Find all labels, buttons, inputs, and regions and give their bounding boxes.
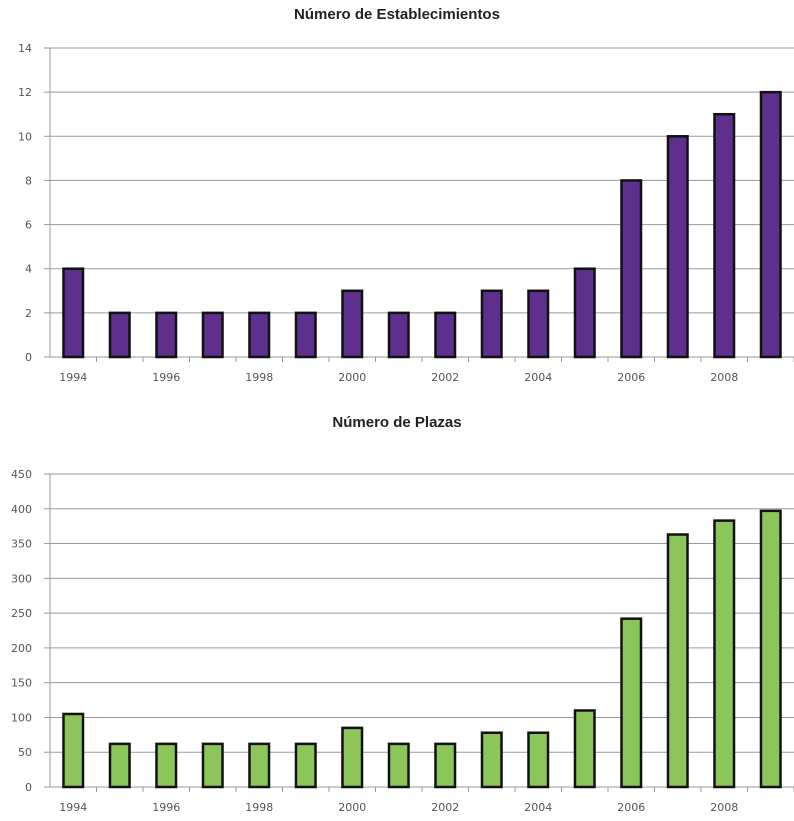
bar-1996 xyxy=(155,311,178,359)
bar-1997 xyxy=(201,742,224,789)
bar-1995 xyxy=(108,742,131,789)
y-tick-label: 400 xyxy=(11,503,32,516)
y-tick-label: 450 xyxy=(11,468,32,481)
bar-2004 xyxy=(527,731,550,789)
chart-title: Número de Establecimientos xyxy=(294,6,500,23)
y-tick-label: 0 xyxy=(25,351,32,364)
x-tick-label: 2004 xyxy=(524,371,552,384)
bar-1994 xyxy=(62,712,85,789)
y-tick-label: 2 xyxy=(25,307,32,320)
y-tick-label: 300 xyxy=(11,572,32,585)
x-tick-label: 1996 xyxy=(152,801,180,814)
plazas-plot: 0 50 100 150 200 250 300 350 400 450 1994 1996 1998 2… xyxy=(11,468,794,814)
bar-2004 xyxy=(527,289,550,359)
bar-1995 xyxy=(108,311,131,359)
x-tick-label: 1998 xyxy=(245,371,273,384)
bar-2007 xyxy=(666,533,689,789)
bar-1998 xyxy=(248,742,271,789)
x-tick-label: 1994 xyxy=(59,371,87,384)
bar-1997 xyxy=(201,311,224,359)
bar-1999 xyxy=(294,742,317,789)
x-tick-label: 2006 xyxy=(617,371,645,384)
bar-2003 xyxy=(480,289,503,359)
bar-2006 xyxy=(620,617,643,789)
bar-2008 xyxy=(713,112,736,359)
y-tick-label: 0 xyxy=(25,781,32,794)
y-tick-label: 50 xyxy=(18,746,32,759)
bar-2005 xyxy=(573,267,596,359)
x-tick-label: 2002 xyxy=(431,801,459,814)
bar-2002 xyxy=(434,742,457,789)
plazas-chart: Número de Plazas 0 50 100 150 200 250 300 350 40… xyxy=(0,412,794,821)
y-tick-label: 8 xyxy=(25,174,32,187)
bar-2000 xyxy=(341,289,364,359)
bar-1998 xyxy=(248,311,271,359)
y-tick-label: 10 xyxy=(18,130,32,143)
bar-2009 xyxy=(759,509,782,789)
bar-1996 xyxy=(155,742,178,789)
establecimientos-chart: Número de Establecimientos 0 2 4 6 8 10 12 14 19… xyxy=(0,0,794,402)
bar-2003 xyxy=(480,731,503,789)
y-tick-label: 250 xyxy=(11,607,32,620)
bar-2009 xyxy=(759,90,782,359)
bar-1994 xyxy=(62,267,85,359)
y-tick-label: 4 xyxy=(25,263,32,276)
bar-2001 xyxy=(387,311,410,359)
bar-2005 xyxy=(573,709,596,789)
x-tick-label: 1994 xyxy=(59,801,87,814)
x-tick-label: 2002 xyxy=(431,371,459,384)
bar-2006 xyxy=(620,179,643,359)
bar-2007 xyxy=(666,135,689,359)
y-tick-label: 6 xyxy=(25,219,32,232)
y-tick-label: 350 xyxy=(11,538,32,551)
bar-2008 xyxy=(713,519,736,789)
x-tick-label: 2004 xyxy=(524,801,552,814)
bar-2001 xyxy=(387,742,410,789)
x-tick-label: 2006 xyxy=(617,801,645,814)
bar-1999 xyxy=(294,311,317,359)
y-tick-label: 14 xyxy=(18,42,32,55)
bar-2002 xyxy=(434,311,457,359)
bar-2000 xyxy=(341,726,364,789)
x-tick-label: 1996 xyxy=(152,371,180,384)
y-tick-label: 150 xyxy=(11,677,32,690)
chart-title: Número de Plazas xyxy=(332,414,462,431)
establecimientos-plot: 0 2 4 6 8 10 12 14 1994 1996 1998 2000 2002 2004 2006 2… xyxy=(18,42,794,384)
x-tick-label: 2000 xyxy=(338,371,366,384)
x-tick-label: 1998 xyxy=(245,801,273,814)
y-tick-label: 200 xyxy=(11,642,32,655)
x-tick-label: 2008 xyxy=(710,801,738,814)
y-tick-label: 12 xyxy=(18,86,32,99)
x-tick-label: 2008 xyxy=(710,371,738,384)
x-tick-label: 2000 xyxy=(338,801,366,814)
y-tick-label: 100 xyxy=(11,711,32,724)
